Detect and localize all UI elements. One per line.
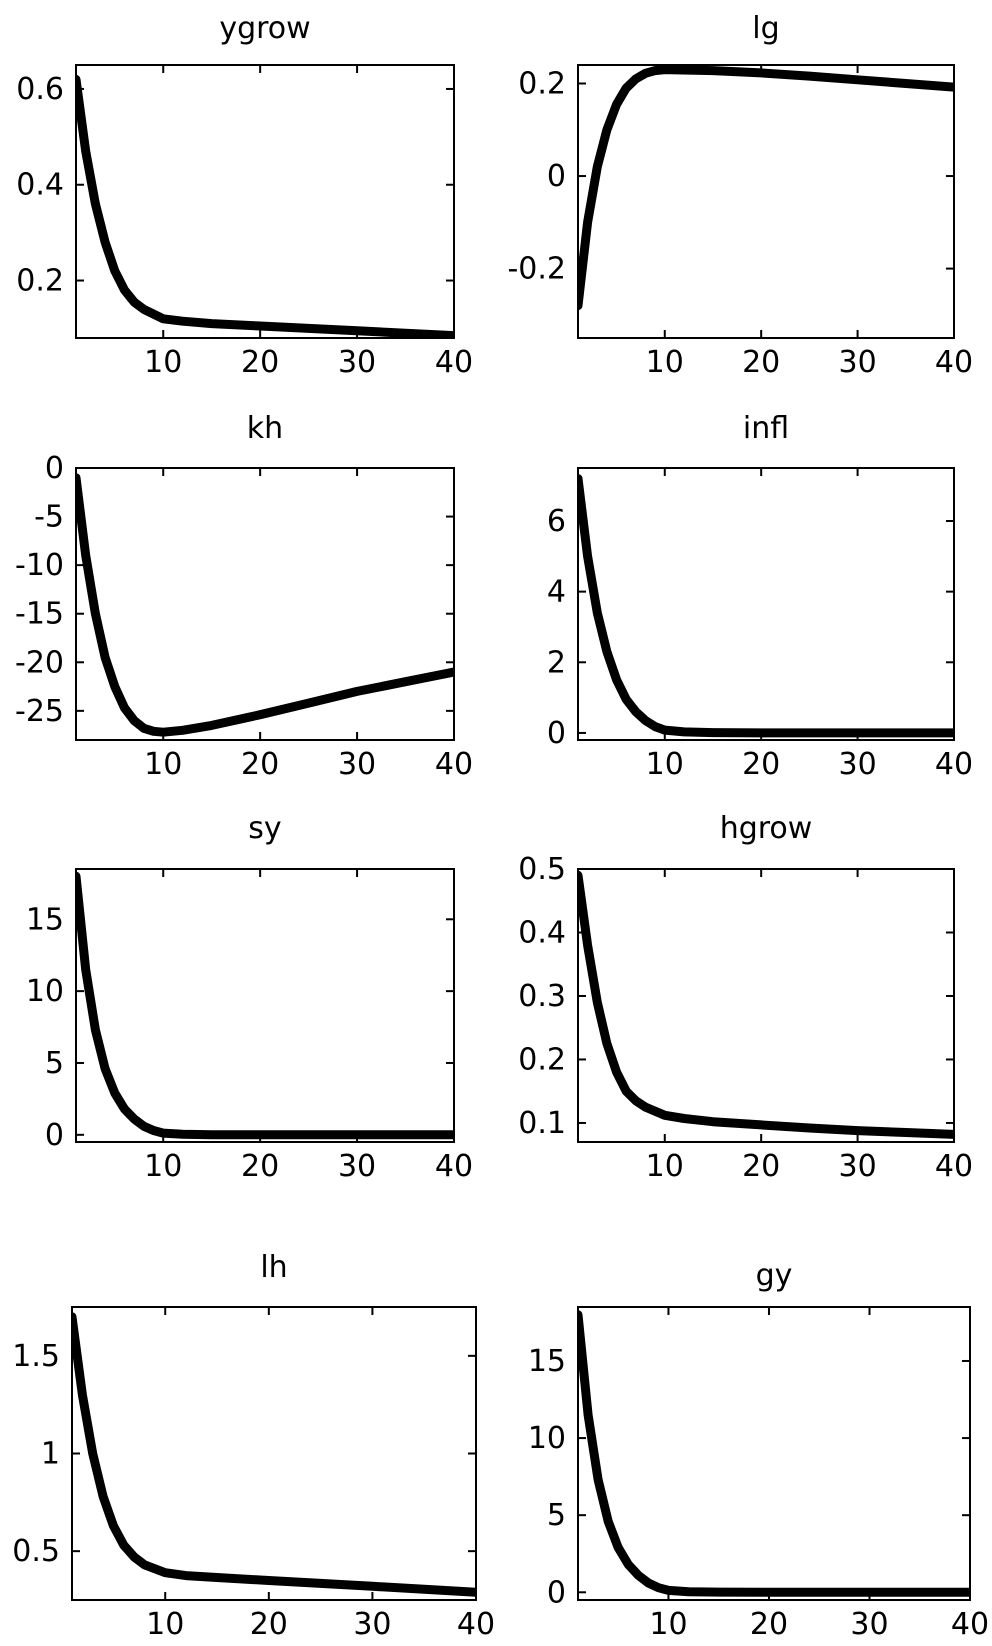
x-tick-label: 40 <box>935 345 973 380</box>
x-tick-label: 30 <box>838 747 876 782</box>
series-line-lh <box>72 1312 476 1597</box>
x-tick-label: 20 <box>742 1149 780 1184</box>
x-tick-label: 20 <box>241 747 279 782</box>
x-tick-label: 10 <box>649 1607 687 1642</box>
y-tick-label: 10 <box>26 974 64 1009</box>
series-line-ygrow <box>76 74 454 338</box>
plot-frame <box>75 868 455 1143</box>
x-tick-label: 10 <box>646 345 684 380</box>
plot-frame <box>75 64 455 339</box>
plot-title: hgrow <box>720 811 813 846</box>
subplot-gy: gy 10 20 30 40 0 5 10 15 <box>528 1258 989 1642</box>
y-tick-label: 1.5 <box>12 1339 60 1374</box>
y-tick-label: 0.5 <box>12 1534 60 1569</box>
y-tick-label: 0.5 <box>518 852 566 887</box>
y-tick-label: 5 <box>547 1498 566 1533</box>
x-tick-label: 20 <box>250 1607 288 1642</box>
y-tick-label: -15 <box>15 597 64 632</box>
y-tick-label: 0.3 <box>518 979 566 1014</box>
x-tick-label: 40 <box>951 1607 989 1642</box>
plot-title: gy <box>756 1258 793 1293</box>
x-tick-label: 20 <box>241 1149 279 1184</box>
x-tick-label: 40 <box>935 1149 973 1184</box>
y-tick-label: 0 <box>547 716 566 751</box>
x-tick-label: 20 <box>750 1607 788 1642</box>
y-tick-label: -0.2 <box>507 252 566 287</box>
x-tick-label: 30 <box>838 1149 876 1184</box>
plot-title: ygrow <box>219 11 310 46</box>
series-line-hgrow <box>578 870 954 1139</box>
plot-frame <box>71 1306 477 1601</box>
plot-title: kh <box>247 411 283 446</box>
x-tick-label: 30 <box>338 747 376 782</box>
x-tick-label: 10 <box>144 1149 182 1184</box>
x-tick-label: 30 <box>838 345 876 380</box>
x-tick-label: 40 <box>935 747 973 782</box>
plot-title: lg <box>752 11 779 46</box>
y-tick-label: 0.2 <box>518 1042 566 1077</box>
x-tick-label: 10 <box>144 747 182 782</box>
x-tick-label: 30 <box>850 1607 888 1642</box>
y-tick-label: -25 <box>15 694 64 729</box>
x-tick-label: 10 <box>144 345 182 380</box>
subplot-hgrow: hgrow 10 20 30 40 0.1 0.2 0.3 0.4 0.5 <box>518 811 973 1184</box>
y-tick-label: 5 <box>45 1046 64 1081</box>
y-tick-label: 4 <box>547 575 566 610</box>
plot-frame <box>577 1306 971 1601</box>
x-tick-label: 20 <box>742 345 780 380</box>
plot-title: lh <box>260 1250 287 1285</box>
x-tick-label: 20 <box>241 345 279 380</box>
y-tick-label: 15 <box>26 902 64 937</box>
y-tick-label: 0.4 <box>16 168 64 203</box>
x-tick-label: 40 <box>435 1149 473 1184</box>
subplot-ygrow: ygrow 10 20 30 40 0.2 0.4 0.6 <box>16 11 473 380</box>
x-tick-label: 30 <box>338 345 376 380</box>
x-tick-label: 20 <box>742 747 780 782</box>
y-tick-label: 15 <box>528 1344 566 1379</box>
y-tick-label: 0 <box>45 1118 64 1153</box>
x-tick-label: 40 <box>435 747 473 782</box>
series-line-sy <box>76 871 454 1140</box>
y-tick-label: 0.2 <box>16 264 64 299</box>
x-tick-label: 30 <box>338 1149 376 1184</box>
series-line-kh <box>76 473 454 737</box>
x-tick-label: 10 <box>646 1149 684 1184</box>
subplot-lg: lg 10 20 30 40 -0.2 0 0.2 <box>507 11 973 380</box>
x-tick-label: 40 <box>457 1607 495 1642</box>
series-line-gy <box>578 1310 970 1597</box>
subplot-lh: lh 10 20 30 40 0.5 1 1.5 <box>12 1250 495 1642</box>
x-tick-label: 30 <box>353 1607 391 1642</box>
plot-title: infl <box>743 411 789 446</box>
y-tick-label: 0.1 <box>518 1106 566 1141</box>
x-tick-label: 10 <box>646 747 684 782</box>
x-tick-label: 40 <box>435 345 473 380</box>
y-tick-label: 0.2 <box>518 67 566 102</box>
y-tick-label: 1 <box>41 1437 60 1472</box>
plot-frame <box>75 467 455 741</box>
plot-frame <box>577 467 955 741</box>
subplot-sy: sy 10 20 30 40 0 5 10 15 <box>26 811 473 1184</box>
y-tick-label: 2 <box>547 645 566 680</box>
y-tick-label: 10 <box>528 1421 566 1456</box>
y-tick-label: 0.4 <box>518 915 566 950</box>
plot-title: sy <box>248 811 281 846</box>
subplot-infl: infl 10 20 30 40 0 2 4 6 <box>547 411 973 782</box>
series-line-infl <box>578 474 954 738</box>
y-tick-label: 0 <box>547 1575 566 1610</box>
y-tick-label: 6 <box>547 504 566 539</box>
plot-frame <box>577 868 955 1143</box>
x-tick-label: 10 <box>146 1607 184 1642</box>
plot-frame <box>577 64 955 339</box>
y-tick-label: -5 <box>34 500 64 535</box>
y-tick-label: -10 <box>15 548 64 583</box>
subplot-kh: kh 10 20 30 40 0 -5 -10 -15 -20 -25 <box>15 411 473 782</box>
y-tick-label: 0 <box>45 451 64 486</box>
y-tick-label: 0.6 <box>16 72 64 107</box>
y-tick-label: 0 <box>547 159 566 194</box>
y-tick-label: -20 <box>15 645 64 680</box>
series-line-lg <box>578 65 954 311</box>
